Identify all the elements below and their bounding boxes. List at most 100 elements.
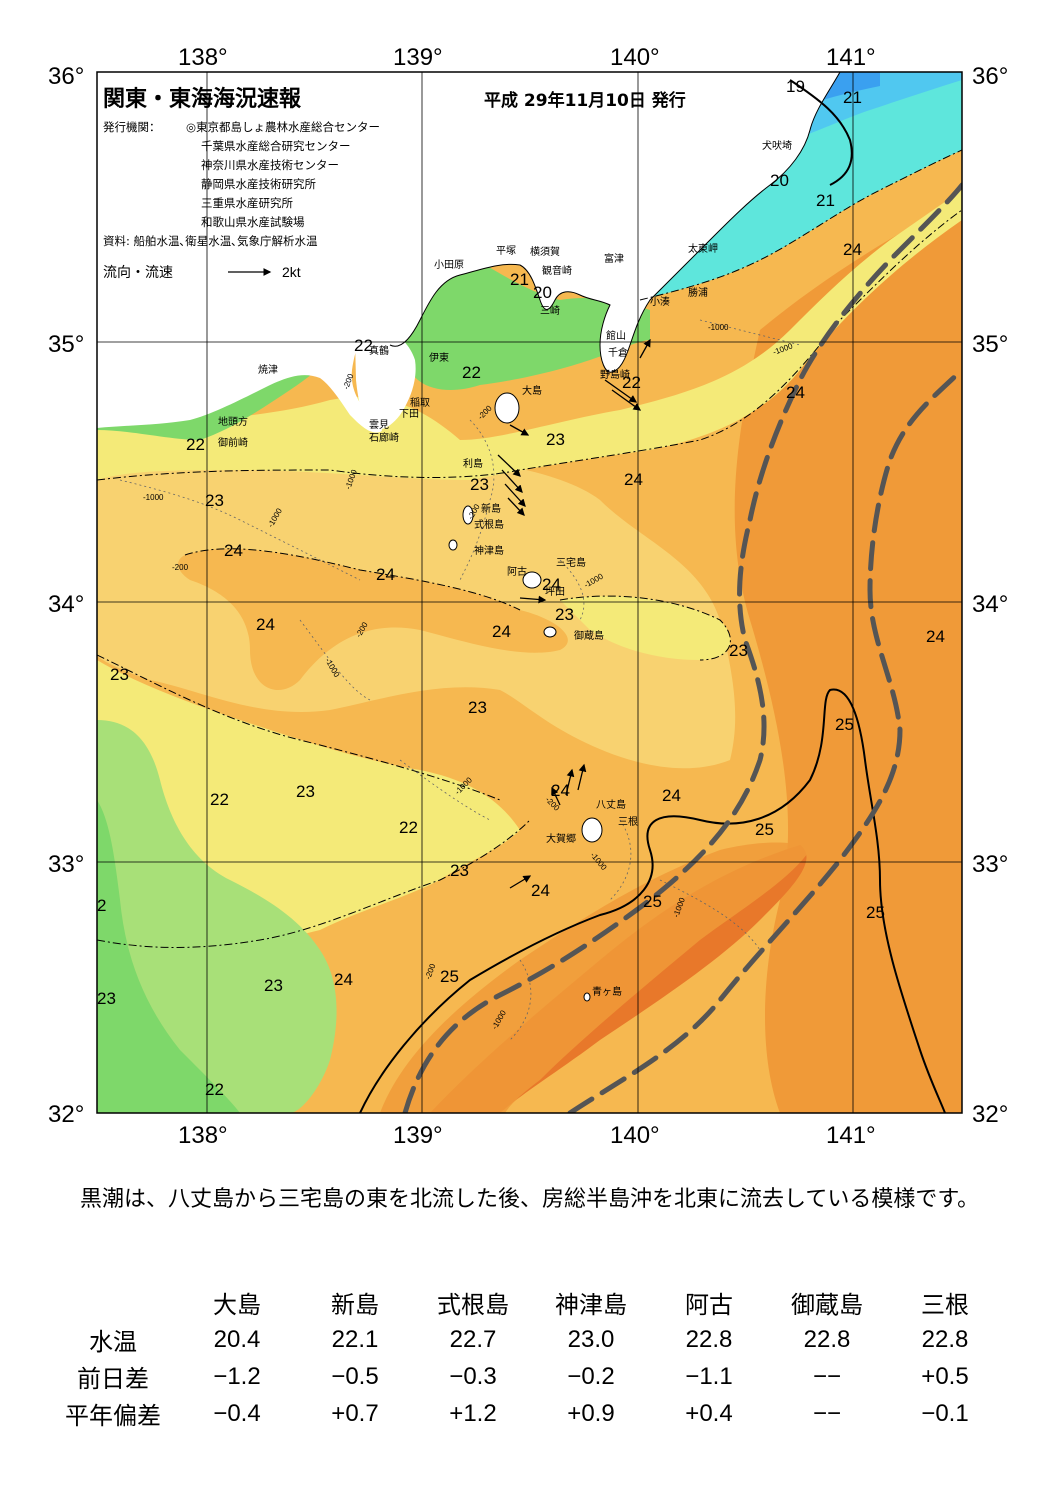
- lat-label-35-left: 35°: [48, 331, 84, 358]
- contour-label: 24: [256, 615, 275, 634]
- lat-label-35-right: 35°: [972, 331, 1008, 358]
- contour-label: 22: [622, 373, 641, 392]
- contour-label: 25: [755, 820, 774, 839]
- contour-label: 23: [470, 475, 489, 494]
- place-miura: 三崎: [540, 304, 560, 317]
- island-temperature-table: 大島 新島 式根島 神津島 阿古 御蔵島 三根 水温 20.4 22.1 22.…: [48, 1283, 1004, 1432]
- table-cell: −0.2: [567, 1362, 615, 1390]
- situation-description: 黒潮は、八丈島から三宅島の東を北流した後、房総半島沖を北東に流去している模様です…: [58, 1187, 980, 1212]
- contour-label: 25: [835, 715, 854, 734]
- table-row: 前日差 −1.2 −0.5 −0.3 −0.2 −1.1 −− +0.5: [48, 1358, 1004, 1395]
- contour-label: 25: [866, 903, 885, 922]
- legend-scale: 2kt: [282, 264, 301, 280]
- issuer-1: ◎東京都島しょ農林水産総合センター: [186, 120, 380, 134]
- latitude-labels: 36° 35° 34° 33° 32° 36° 35° 34° 33° 32°: [48, 63, 1008, 1128]
- table-cell: 22.8: [685, 1325, 733, 1353]
- column-header: 阿古: [685, 1290, 733, 1319]
- table-cell: −−: [812, 1399, 842, 1427]
- place-inubozaki: 犬吠埼: [762, 139, 792, 152]
- contour-label: 21: [510, 270, 529, 289]
- table-row: 水温 20.4 22.1 22.7 23.0 22.8 22.8 22.8: [48, 1321, 1004, 1358]
- column-header: 三根: [921, 1290, 969, 1319]
- lon-label-141-top: 141°: [826, 44, 876, 71]
- contour-label: 25: [643, 892, 662, 911]
- lon-label-139-top: 139°: [393, 44, 443, 71]
- contour-label: 23: [729, 641, 748, 660]
- data-sources: 資料: 船舶水温､衛星水温､気象庁解析水温: [103, 234, 318, 248]
- column-header: 神津島: [555, 1290, 627, 1319]
- contour-label: 22: [354, 336, 373, 355]
- contour-label: 24: [624, 470, 643, 489]
- column-header: 式根島: [437, 1290, 509, 1319]
- place-shikinejima: 式根島: [474, 518, 504, 531]
- lon-label-140-bottom: 140°: [610, 1122, 660, 1149]
- contour-label: 24: [492, 622, 511, 641]
- place-ito: 伊東: [429, 351, 449, 364]
- contour-label: 24: [531, 881, 550, 900]
- lat-label-36-right: 36°: [972, 63, 1008, 90]
- place-oshima: 大島: [522, 384, 542, 397]
- table-cell: −0.3: [449, 1362, 497, 1390]
- place-manazuru: 真鶴: [369, 344, 389, 357]
- legend-label: 流向・流速: [103, 265, 173, 281]
- contour-labels: 19 21 20 21 24 21 20 22 22 22 24 23 22 2…: [97, 77, 945, 1099]
- place-taitomisaki: 太東岬: [688, 242, 718, 255]
- table-cell: −0.5: [331, 1362, 379, 1390]
- contour-label: 22: [210, 790, 229, 809]
- contour-label: 23: [205, 491, 224, 510]
- lat-label-34-right: 34°: [972, 591, 1008, 618]
- table-header-row: 大島 新島 式根島 神津島 阿古 御蔵島 三根: [48, 1283, 1004, 1321]
- contour-label: 20: [770, 171, 789, 190]
- contour-label: 2: [97, 896, 106, 915]
- place-okago: 大賀郷: [546, 832, 576, 845]
- contour-label: 19: [786, 77, 805, 96]
- lat-label-32-right: 32°: [972, 1101, 1008, 1128]
- place-futtsu: 富津: [604, 252, 624, 265]
- place-hiratsuka: 平塚: [496, 245, 516, 257]
- lon-label-139-bottom: 139°: [393, 1122, 443, 1149]
- contour-label: 20: [533, 283, 552, 302]
- contour-label: 24: [926, 627, 945, 646]
- depth-label: -1000: [143, 493, 164, 502]
- contour-label: 23: [468, 698, 487, 717]
- place-mitsune: 三根: [618, 815, 638, 828]
- issuer-5: 三重県水産研究所: [201, 196, 293, 210]
- place-chikura: 千倉: [608, 346, 628, 359]
- place-tateyama: 館山: [606, 329, 626, 342]
- contour-label: 24: [843, 240, 862, 259]
- table-cell: 22.7: [449, 1325, 497, 1353]
- place-shimoda: 下田: [399, 409, 419, 420]
- place-kominato: 小湊: [650, 295, 670, 308]
- map-title: 関東・東海海況速報: [103, 86, 302, 112]
- place-unomi: 雲見: [369, 419, 389, 431]
- table-cell: −1.2: [213, 1362, 261, 1390]
- place-tsubota: 坪田: [545, 585, 565, 598]
- column-header: 大島: [213, 1290, 261, 1319]
- lat-label-32-left: 32°: [48, 1101, 84, 1128]
- contour-label: 22: [186, 435, 205, 454]
- map-frame: [96, 71, 963, 1114]
- row-label: 前日差: [77, 1365, 149, 1393]
- oshima-island: [494, 392, 520, 424]
- current-arrows: [228, 268, 651, 889]
- depth-label: -200: [172, 563, 189, 572]
- table-corner: [48, 1283, 178, 1321]
- place-labels: 犬吠埼 太東岬 勝浦 小湊 館山 千倉 野島崎 富津 横須賀 観音崎 平塚 小田…: [218, 139, 792, 998]
- lat-label-33-left: 33°: [48, 851, 84, 878]
- contour-label: 24: [224, 541, 243, 560]
- table-cell: +0.7: [331, 1399, 379, 1427]
- row-label: 水温: [89, 1328, 137, 1356]
- issuer-6: 和歌山県水産試験場: [201, 215, 305, 229]
- issuer-2: 千葉県水産総合研究センター: [201, 139, 351, 153]
- column-header: 新島: [331, 1290, 379, 1319]
- contour-label: 21: [843, 88, 862, 107]
- place-katsuura: 勝浦: [688, 286, 708, 299]
- contour-label: 23: [264, 976, 283, 995]
- place-ako: 阿古: [507, 565, 527, 578]
- lat-label-36-left: 36°: [48, 63, 84, 90]
- place-yaizu: 焼津: [258, 364, 278, 376]
- contour-label: 25: [440, 967, 459, 986]
- contour-label: 24: [542, 575, 561, 594]
- contour-label: 23: [110, 665, 129, 684]
- table-cell: 22.1: [331, 1325, 379, 1353]
